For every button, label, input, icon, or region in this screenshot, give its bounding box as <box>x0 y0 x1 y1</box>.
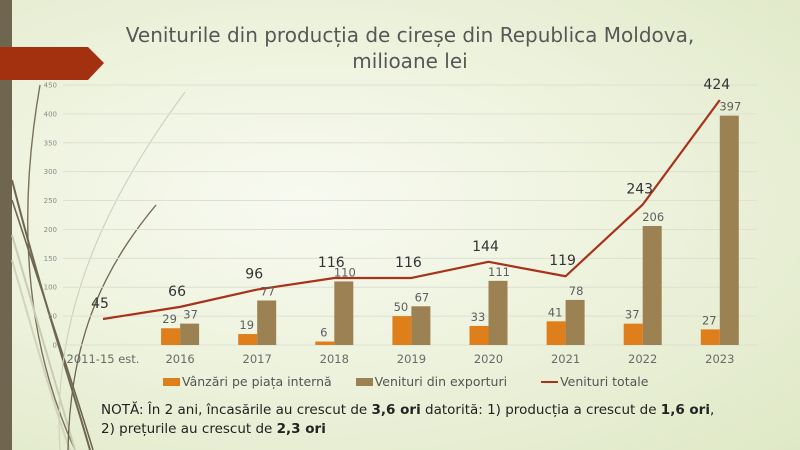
legend-item-exports: Venituri din exporturi <box>355 374 508 389</box>
note-bold1: 3,6 ori <box>371 402 421 418</box>
bar-exports <box>411 306 431 345</box>
note-part3: , <box>709 402 715 418</box>
bar-domestic <box>546 321 566 345</box>
bar-label-exports: 397 <box>719 100 741 114</box>
bar-exports <box>257 300 277 345</box>
line-label-total: 243 <box>626 182 653 198</box>
bar-domestic <box>700 329 720 345</box>
y-tick-label: 150 <box>44 255 57 263</box>
bar-exports <box>719 115 739 345</box>
line-label-total: 96 <box>245 267 263 283</box>
total-line <box>102 99 721 321</box>
y-tick-label: 50 <box>48 313 57 321</box>
legend-swatch-exports <box>355 377 373 386</box>
bar-domestic <box>623 323 643 345</box>
y-tick-label: 100 <box>44 284 57 292</box>
note-part4: 2) prețurile au crescut de <box>101 421 277 437</box>
chart-legend: Vânzări pe piața internă Venituri din ex… <box>163 374 648 389</box>
data-labels: 29 19 6 50 33 41 37 27 37 77 110 67 111 78 206 397 45 66 9… <box>91 77 741 340</box>
note-part1: NOTĂ: În 2 ani, încasările au crescut de <box>101 402 372 418</box>
chart-plot-area: 0 50 100 150 200 250 300 350 400 450 29 19 6 50 33 41 3… <box>44 77 757 366</box>
bar-label-exports: 78 <box>569 284 584 298</box>
chart-title-line1: Veniturile din producția de cireșe din R… <box>125 23 695 47</box>
bar-label-exports: 77 <box>260 285 275 299</box>
line-label-total: 119 <box>549 253 576 269</box>
bar-label-domestic: 27 <box>702 313 717 327</box>
line-label-total: 424 <box>703 77 730 93</box>
bar-label-exports: 110 <box>334 265 356 279</box>
note-text: NOTĂ: În 2 ani, încasările au crescut de… <box>101 401 791 439</box>
title-banner-arrow <box>0 47 104 80</box>
y-tick-label: 450 <box>44 82 57 90</box>
legend-label-domestic: Vânzări pe piața internă <box>182 374 332 389</box>
bar-domestic <box>315 341 335 345</box>
bar-exports <box>642 225 662 345</box>
note-bold2: 1,6 ori <box>660 402 710 418</box>
chart-title-line2: milioane lei <box>352 49 468 73</box>
note-part2: datorită: 1) producția a crescut de <box>420 402 661 418</box>
legend-swatch-total <box>541 380 559 383</box>
chart-title: Veniturile din producția de cireșe din R… <box>100 22 720 74</box>
bar-domestic <box>238 334 258 345</box>
bar-label-exports: 206 <box>642 210 664 224</box>
accent-sidebar-bar <box>0 0 12 450</box>
bar-exports <box>180 323 200 345</box>
y-tick-label: 400 <box>44 110 57 118</box>
bar-exports <box>334 281 354 345</box>
x-axis-categories: 2011-15 est. 2016 2017 2018 2019 2020 2021 2022… <box>67 352 735 366</box>
line-label-total: 66 <box>168 284 186 300</box>
x-category-label: 2021 <box>551 352 580 366</box>
legend-label-exports: Venituri din exporturi <box>374 374 508 389</box>
bar-label-domestic: 50 <box>394 300 409 314</box>
bar-label-domestic: 37 <box>625 308 640 322</box>
x-category-label: 2018 <box>320 352 349 366</box>
legend-label-total: Venituri totale <box>560 374 649 389</box>
bar-exports <box>488 280 508 345</box>
bar-label-domestic: 41 <box>548 305 563 319</box>
legend-item-domestic: Vânzări pe piața internă <box>163 374 332 389</box>
x-category-label: 2016 <box>165 352 194 366</box>
x-category-label: 2020 <box>474 352 503 366</box>
bar-label-domestic: 33 <box>471 310 486 324</box>
bar-label-domestic: 19 <box>239 318 254 332</box>
bar-domestic <box>161 328 181 345</box>
y-axis-ticks: 0 50 100 150 200 250 300 350 400 450 <box>44 82 57 350</box>
y-tick-label: 0 <box>53 342 57 350</box>
bar-exports <box>565 299 585 345</box>
x-category-label: 2023 <box>705 352 734 366</box>
bars <box>161 115 739 345</box>
y-tick-label: 250 <box>44 197 57 205</box>
bar-label-domestic: 6 <box>320 326 327 340</box>
line-label-total: 144 <box>472 239 499 255</box>
bar-domestic <box>469 325 489 345</box>
line-label-total: 116 <box>395 255 422 271</box>
x-category-label: 2019 <box>397 352 426 366</box>
y-tick-label: 200 <box>44 226 57 234</box>
line-total <box>102 99 721 321</box>
bar-label-exports: 37 <box>183 308 198 322</box>
line-label-total: 45 <box>91 296 109 312</box>
note-bold3: 2,3 ori <box>276 421 326 437</box>
x-category-label: 2017 <box>243 352 272 366</box>
bar-label-exports: 67 <box>415 290 430 304</box>
bar-label-domestic: 29 <box>162 312 177 326</box>
bar-domestic <box>392 316 412 345</box>
y-tick-label: 300 <box>44 168 57 176</box>
x-category-label: 2011-15 est. <box>67 352 140 366</box>
legend-swatch-domestic <box>163 377 180 386</box>
x-category-label: 2022 <box>628 352 657 366</box>
line-label-total: 116 <box>318 255 345 271</box>
y-tick-label: 350 <box>44 139 57 147</box>
legend-item-total: Venituri totale <box>541 374 648 389</box>
bar-label-exports: 111 <box>488 265 510 279</box>
